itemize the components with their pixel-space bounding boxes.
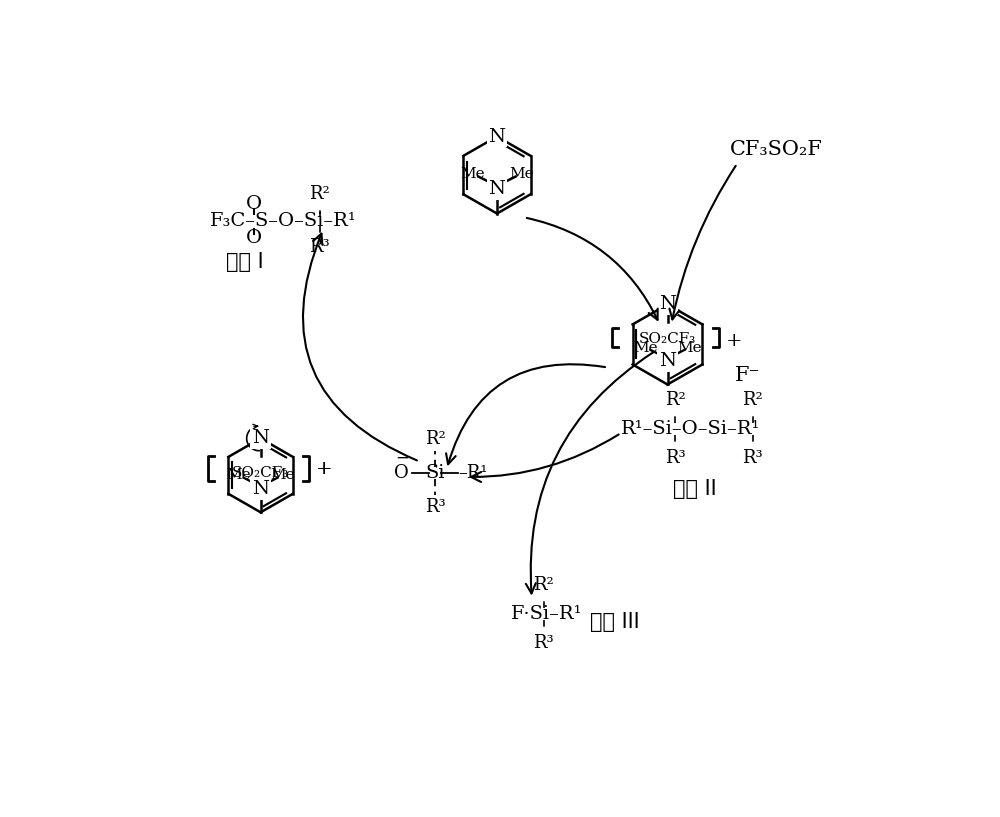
Text: Si: Si: [425, 464, 445, 482]
Text: SO₂CF₃: SO₂CF₃: [639, 333, 696, 346]
Text: Me: Me: [509, 167, 534, 181]
Text: Me: Me: [270, 468, 295, 482]
Text: +: +: [726, 333, 742, 350]
Text: 通式 I: 通式 I: [226, 252, 263, 272]
Text: N: N: [252, 430, 269, 448]
Text: O: O: [246, 230, 262, 248]
Text: SO₂CF₃: SO₂CF₃: [232, 467, 289, 480]
Text: Me: Me: [633, 341, 658, 355]
Text: O: O: [394, 464, 409, 482]
Text: N: N: [659, 296, 676, 314]
Text: R³: R³: [533, 634, 554, 652]
Text: F⁻: F⁻: [735, 366, 760, 385]
Text: 通式 III: 通式 III: [590, 612, 640, 632]
Text: R²: R²: [742, 391, 763, 409]
Text: N: N: [659, 352, 676, 370]
Text: CF₃SO₂F: CF₃SO₂F: [730, 141, 822, 159]
Text: –R¹: –R¹: [458, 464, 488, 482]
Text: Me: Me: [227, 468, 251, 482]
Text: N: N: [488, 180, 506, 198]
Text: +: +: [316, 460, 332, 478]
Text: −: −: [395, 450, 409, 467]
Text: Me: Me: [677, 341, 702, 355]
Text: R²: R²: [309, 185, 330, 203]
Text: F₃C–S–O–Si–R¹: F₃C–S–O–Si–R¹: [210, 212, 357, 230]
Text: N: N: [252, 480, 269, 498]
Text: R³: R³: [425, 498, 445, 516]
Text: 通式 II: 通式 II: [673, 480, 716, 499]
Text: R³: R³: [309, 239, 330, 257]
Text: Me: Me: [460, 167, 485, 181]
Text: N: N: [488, 127, 506, 145]
Text: R²: R²: [665, 391, 686, 409]
Text: R¹–Si–O–Si–R¹: R¹–Si–O–Si–R¹: [621, 420, 760, 438]
Text: R²: R²: [533, 576, 554, 594]
Text: F·Si–R¹: F·Si–R¹: [511, 605, 582, 623]
Text: R³: R³: [742, 449, 763, 467]
Text: R³: R³: [665, 449, 686, 467]
Text: O: O: [246, 195, 262, 213]
Text: +: +: [316, 460, 332, 478]
Text: R²: R²: [425, 431, 445, 449]
